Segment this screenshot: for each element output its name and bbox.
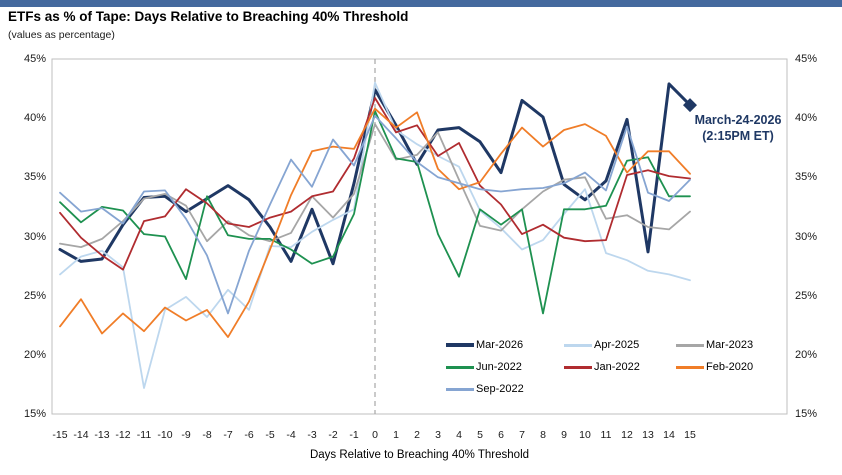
- x-tick-label: -9: [181, 429, 191, 441]
- x-tick-label: -1: [349, 429, 359, 441]
- y-tick-label-right: 45%: [795, 53, 818, 65]
- x-tick-label: 15: [684, 429, 696, 441]
- x-tick-label: -5: [265, 429, 275, 441]
- top-accent-bar: [0, 0, 842, 7]
- x-tick-label: -14: [73, 429, 89, 441]
- legend-item-Mar-2023: Mar-2023: [676, 337, 782, 353]
- y-tick-label-left: 25%: [23, 289, 46, 302]
- x-tick-label: 11: [600, 429, 612, 441]
- x-tick-label: 4: [456, 429, 462, 441]
- annotation-line1: March-24-2026: [694, 113, 782, 127]
- legend-label: Mar-2026: [476, 339, 524, 351]
- legend-item-Apr-2025: Apr-2025: [564, 337, 676, 353]
- x-tick-label: 13: [642, 429, 654, 441]
- y-tick-label-left: 15%: [23, 408, 46, 420]
- x-tick-label: 6: [498, 429, 504, 441]
- y-tick-label-left: 20%: [23, 348, 46, 361]
- series-line-Mar-2023: [59, 123, 691, 249]
- x-tick-label: -6: [244, 429, 254, 441]
- y-tick-label-right: 30%: [795, 230, 818, 243]
- legend-label: Apr-2025: [594, 339, 640, 351]
- series-line-Jan-2022: [59, 97, 691, 271]
- y-tick-label-right: 20%: [795, 348, 818, 361]
- x-tick-label: 2: [414, 429, 420, 441]
- x-tick-label: -11: [136, 429, 152, 441]
- x-tick-label: 0: [372, 429, 378, 441]
- y-tick-label-right: 25%: [795, 289, 818, 302]
- legend-swatch-icon: [564, 365, 592, 369]
- legend-swatch-icon: [446, 343, 474, 347]
- y-tick-label-left: 35%: [23, 171, 46, 184]
- legend-label: Feb-2020: [706, 361, 754, 373]
- x-tick-label: -4: [286, 429, 296, 441]
- x-tick-label: 9: [561, 429, 567, 441]
- annotation-line2: (2:15PM ET): [702, 129, 774, 143]
- x-tick-label: 12: [621, 429, 633, 441]
- legend-label: Mar-2023: [706, 339, 754, 351]
- chart-legend: Mar-2026 Apr-2025 Mar-2023 Jun-2022 Jan-2022…: [446, 337, 782, 397]
- x-tick-label: -15: [52, 429, 68, 441]
- series-line-Apr-2025: [59, 81, 691, 389]
- plot-border: [51, 58, 788, 415]
- chart-subtitle: (values as percentage): [8, 29, 115, 41]
- chart-title: ETFs as % of Tape: Days Relative to Brea…: [8, 9, 409, 24]
- legend-swatch-icon: [446, 365, 474, 369]
- legend-swatch-icon: [676, 365, 704, 369]
- legend-label: Jun-2022: [476, 361, 522, 373]
- latest-point-annotation: March-24-2026 (2:15PM ET): [670, 112, 806, 144]
- y-tick-label-right: 35%: [795, 171, 818, 184]
- legend-item-Jun-2022: Jun-2022: [446, 359, 564, 375]
- x-tick-label: 7: [519, 429, 525, 441]
- latest-point-diamond-marker: [683, 98, 697, 113]
- x-tick-label: -13: [94, 429, 110, 441]
- legend-swatch-icon: [446, 387, 474, 391]
- legend-item-Jan-2022: Jan-2022: [564, 359, 676, 375]
- y-tick-label-right: 40%: [795, 112, 818, 125]
- series-line-Mar-2026: [58, 82, 692, 266]
- x-tick-label: -7: [223, 429, 233, 441]
- legend-swatch-icon: [676, 343, 704, 347]
- y-tick-label-left: 30%: [23, 230, 46, 243]
- x-tick-label: -3: [307, 429, 317, 441]
- x-tick-label: 1: [393, 429, 399, 441]
- y-tick-label-left: 45%: [23, 53, 46, 65]
- legend-swatch-icon: [564, 343, 592, 347]
- y-tick-label-right: 15%: [795, 408, 818, 420]
- x-tick-label: -8: [202, 429, 212, 441]
- x-tick-label: -12: [115, 429, 131, 441]
- x-tick-label: -2: [328, 429, 338, 441]
- legend-item-Mar-2026: Mar-2026: [446, 337, 564, 353]
- series-line-Sep-2022: [59, 114, 691, 315]
- x-tick-label: 3: [435, 429, 441, 441]
- series-line-Jun-2022: [59, 110, 691, 315]
- series-line-Feb-2020: [59, 107, 691, 339]
- legend-label: Sep-2022: [476, 383, 524, 395]
- x-tick-label: 10: [579, 429, 591, 441]
- legend-label: Jan-2022: [594, 361, 640, 373]
- x-tick-label: 8: [540, 429, 546, 441]
- y-tick-label-left: 40%: [23, 112, 46, 125]
- x-axis-title: Days Relative to Breaching 40% Threshold: [309, 449, 530, 461]
- x-tick-label: -10: [157, 429, 173, 441]
- x-tick-label: 5: [477, 429, 483, 441]
- x-tick-label: 14: [663, 429, 675, 441]
- legend-item-Sep-2022: Sep-2022: [446, 381, 564, 397]
- legend-item-Feb-2020: Feb-2020: [676, 359, 782, 375]
